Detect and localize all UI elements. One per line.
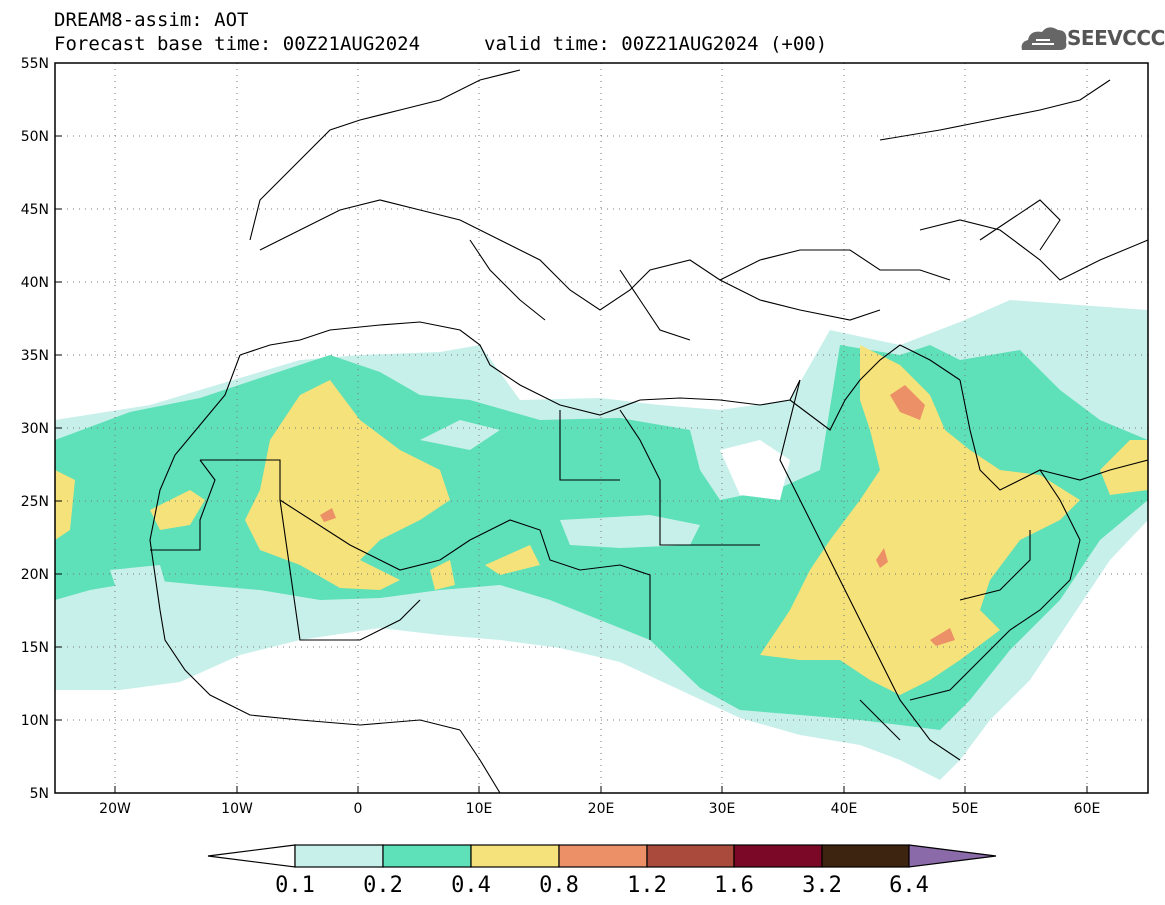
lon-label: 10E bbox=[466, 801, 493, 817]
colorbar-label: 0.2 bbox=[363, 873, 403, 898]
lon-label: 0 bbox=[354, 801, 363, 817]
colorbar-below-arrow bbox=[207, 844, 296, 868]
colorbar-swatch bbox=[733, 844, 823, 868]
colorbar-labels: 0.1 0.2 0.4 0.8 1.2 1.6 3.2 6.4 bbox=[275, 873, 929, 898]
lon-label: 60E bbox=[1074, 801, 1101, 817]
lat-label: 55N bbox=[21, 56, 49, 72]
coastlines bbox=[149, 69, 1148, 793]
lon-label: 40E bbox=[831, 801, 858, 817]
colorbar-label: 1.6 bbox=[714, 873, 754, 898]
lat-label: 15N bbox=[21, 640, 49, 656]
lat-label: 5N bbox=[30, 786, 49, 802]
latitude-labels: 5N 10N 15N 20N 25N 30N 35N 40N 45N 50N 5… bbox=[21, 56, 49, 802]
forecast-base-time: Forecast base time: 00Z21AUG2024 bbox=[54, 33, 421, 55]
colorbar-swatch bbox=[821, 844, 910, 868]
colorbar-label: 1.2 bbox=[627, 873, 667, 898]
lat-label: 35N bbox=[21, 348, 49, 364]
lat-label: 30N bbox=[21, 421, 49, 437]
aot-field bbox=[55, 300, 1148, 780]
map-title: DREAM8-assim: AOT bbox=[54, 9, 249, 31]
lat-label: 10N bbox=[21, 713, 49, 729]
colorbar-label: 0.1 bbox=[275, 873, 315, 898]
aot-band-0.8 bbox=[890, 385, 925, 420]
lat-label: 45N bbox=[21, 202, 49, 218]
colorbar-swatch bbox=[294, 844, 384, 868]
colorbar-above-arrow bbox=[908, 844, 997, 868]
valid-time: valid time: 00Z21AUG2024 (+00) bbox=[484, 33, 828, 55]
lon-label: 20W bbox=[99, 801, 131, 817]
lon-label: 10W bbox=[221, 801, 253, 817]
colorbar-swatch bbox=[558, 844, 648, 868]
lat-label: 40N bbox=[21, 275, 49, 291]
lat-label: 25N bbox=[21, 494, 49, 510]
lon-label: 50E bbox=[952, 801, 979, 817]
logo-text: SEEVCCC bbox=[1067, 26, 1165, 50]
lat-label: 50N bbox=[21, 129, 49, 145]
colorbar-label: 3.2 bbox=[802, 873, 842, 898]
lon-label: 30E bbox=[709, 801, 736, 817]
colorbar-label: 0.8 bbox=[539, 873, 579, 898]
lat-label: 20N bbox=[21, 567, 49, 583]
aot-band-0.4 bbox=[245, 380, 450, 590]
colorbar bbox=[207, 844, 997, 868]
colorbar-label: 0.4 bbox=[451, 873, 491, 898]
colorbar-label: 6.4 bbox=[889, 873, 929, 898]
colorbar-swatch bbox=[470, 844, 560, 868]
lon-label: 20E bbox=[588, 801, 615, 817]
gridlines bbox=[55, 63, 1148, 793]
colorbar-swatch bbox=[382, 844, 472, 868]
cloud-logo-icon bbox=[1021, 27, 1067, 50]
longitude-labels: 20W 10W 0 10E 20E 30E 40E 50E 60E bbox=[99, 801, 1100, 817]
colorbar-swatch bbox=[646, 844, 735, 868]
